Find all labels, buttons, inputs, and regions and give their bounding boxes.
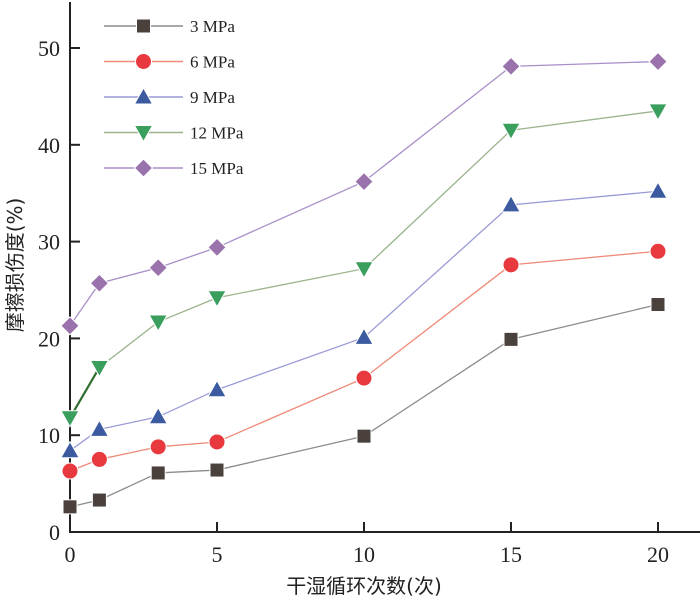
y-axis-title: 摩擦损伤度(%): [3, 198, 27, 333]
series-markers: [60, 51, 668, 515]
y-tick-label: 10: [38, 423, 60, 448]
legend-marker: [135, 53, 152, 70]
data-point-6-mpa: [355, 369, 373, 387]
x-tick-label: 10: [353, 542, 375, 567]
data-point-15-mpa: [89, 273, 110, 293]
data-point-15-mpa: [60, 316, 80, 336]
series-line-segment-12-mpa: [69, 366, 101, 419]
legend-item-3-mpa: 3 MPa: [104, 17, 235, 36]
y-tick-label: 20: [38, 326, 60, 351]
data-point-15-mpa: [648, 51, 668, 72]
data-point-6-mpa: [208, 433, 226, 451]
data-point-12-mpa: [207, 290, 227, 308]
legend-marker: [133, 125, 154, 143]
legend-item-6-mpa: 6 MPa: [104, 53, 235, 72]
data-point-12-mpa: [501, 122, 521, 141]
data-point-6-mpa: [149, 438, 167, 456]
data-point-9-mpa: [648, 181, 668, 199]
x-tick-label: 0: [65, 542, 76, 567]
data-point-12-mpa: [354, 261, 374, 279]
data-point-12-mpa: [60, 410, 80, 428]
data-point-12-mpa: [148, 314, 169, 332]
legend-label: 9 MPa: [190, 88, 235, 107]
legend-label: 3 MPa: [190, 17, 235, 36]
data-point-12-mpa: [648, 103, 668, 121]
data-point-9-mpa: [207, 379, 227, 398]
data-point-3-mpa: [62, 499, 78, 515]
data-point-6-mpa: [61, 462, 79, 480]
x-axis-title: 干湿循环次数(次): [286, 574, 442, 598]
data-point-15-mpa: [354, 171, 374, 192]
series-line-15-mpa: [69, 60, 659, 327]
data-point-15-mpa: [207, 237, 227, 258]
y-tick-label: 30: [38, 230, 60, 255]
data-point-15-mpa: [148, 258, 168, 278]
x-tick-label: 5: [212, 542, 223, 567]
data-point-3-mpa: [356, 428, 372, 444]
legend-label: 6 MPa: [190, 53, 235, 72]
x-tick-label: 20: [647, 542, 669, 567]
legend-label: 12 MPa: [190, 124, 244, 143]
data-point-15-mpa: [501, 56, 521, 77]
data-point-12-mpa: [89, 359, 110, 378]
legend-label: 15 MPa: [190, 159, 244, 178]
legend-marker: [136, 18, 151, 34]
data-point-3-mpa: [91, 492, 107, 508]
legend-marker: [133, 86, 154, 105]
data-point-3-mpa: [150, 465, 166, 481]
data-point-3-mpa: [209, 462, 225, 478]
data-point-6-mpa: [502, 256, 520, 274]
data-point-6-mpa: [90, 450, 108, 468]
data-point-3-mpa: [503, 331, 519, 347]
y-tick-label: 0: [49, 520, 60, 545]
y-tick-label: 50: [38, 36, 60, 61]
data-point-9-mpa: [148, 406, 169, 425]
x-tick-label: 15: [500, 542, 522, 567]
legend-item-15-mpa: 15 MPa: [104, 158, 244, 178]
data-point-3-mpa: [650, 297, 666, 313]
data-point-9-mpa: [354, 327, 374, 345]
data-point-9-mpa: [60, 440, 80, 459]
y-tick-label: 40: [38, 133, 60, 158]
legend-item-12-mpa: 12 MPa: [104, 124, 244, 143]
data-point-9-mpa: [501, 194, 521, 213]
legend-marker: [133, 158, 154, 178]
data-point-6-mpa: [649, 242, 667, 260]
axes: 0 10 20 30 40 50 0 5 10 15 20: [38, 2, 700, 567]
legend-item-9-mpa: 9 MPa: [104, 86, 235, 107]
legend: 3 MPa 6 MPa 9 MPa 12 MPa 15 MPa: [104, 17, 244, 178]
data-point-9-mpa: [89, 419, 110, 437]
